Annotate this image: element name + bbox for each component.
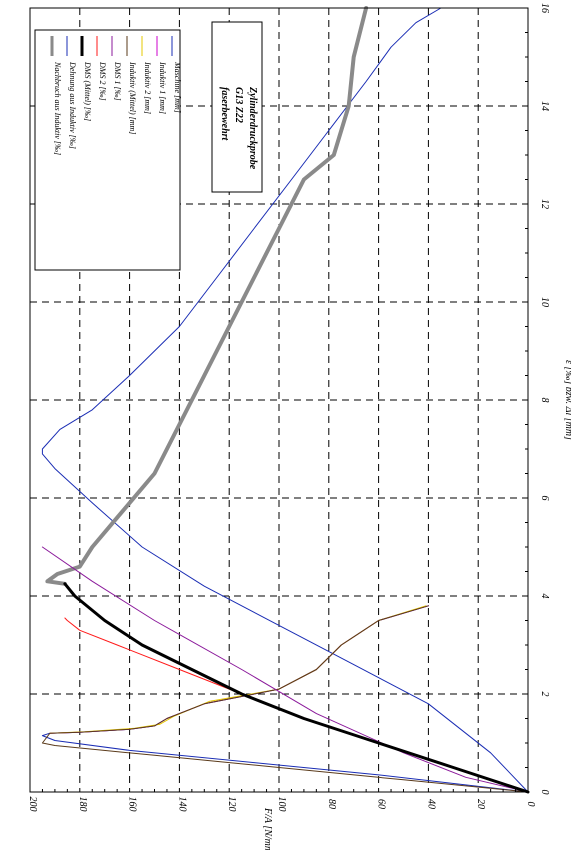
- legend-entry: DMS (Mittel) [‰]: [83, 61, 92, 121]
- grid-layer: [30, 8, 528, 792]
- annotation-frame: [211, 21, 263, 193]
- legend-entry: Maschine [mm]: [173, 61, 182, 113]
- series-line: [63, 582, 530, 794]
- legend-entry: Dehnung aus Induktiv [‰]: [68, 61, 77, 149]
- y-tick-label: 160: [127, 797, 138, 812]
- legend-frame: [34, 29, 181, 271]
- x-tick-label: 12: [539, 199, 550, 209]
- x-tick-label: 4: [539, 594, 550, 599]
- y-tick-label: 80: [326, 799, 337, 809]
- series-line: [41, 7, 529, 793]
- y-tick-label: 100: [276, 797, 287, 812]
- y-tick-label: 200: [27, 797, 38, 812]
- legend-entry: Induktiv 2 [mm]: [143, 61, 152, 114]
- legend-entry: DMS 2 [‰]: [98, 61, 107, 101]
- x-axis-label: ε [‰] bzw. Δl [mm]: [563, 360, 571, 440]
- plot-frame: [29, 7, 529, 793]
- legend-entry: Induktiv (Mittel) [mm]: [128, 61, 137, 134]
- x-tick-label: 8: [539, 398, 550, 403]
- legend: Maschine [mm] Induktiv 1 [mm] Induktiv 2 […: [34, 29, 182, 271]
- series-line: [64, 617, 529, 793]
- y-tick-label: 120: [226, 797, 237, 812]
- x-tick-label: 0: [539, 790, 550, 795]
- x-tick-label: 2: [539, 692, 550, 697]
- series-layer: [41, 6, 530, 794]
- legend-entry: Nachbruch aus Induktiv [‰]: [53, 61, 62, 155]
- y-axis-label: F/A [N/mm²]: [262, 807, 273, 850]
- y-tick-label: 20: [475, 799, 486, 809]
- y-tick-label: 60: [376, 799, 387, 809]
- annotation-line: Zylinderdruckprobe: [247, 86, 258, 170]
- x-tick-label: 6: [539, 496, 550, 501]
- y-tick-label: 40: [425, 799, 436, 809]
- series-line: [41, 605, 529, 793]
- annotation-line: G13 Z22: [233, 87, 244, 123]
- x-tick-label: 14: [539, 101, 550, 111]
- y-tick-label: 0: [525, 802, 536, 807]
- x-tick-label: 16: [539, 3, 550, 13]
- legend-entry: Induktiv 1 [mm]: [158, 61, 167, 114]
- series-line: [41, 605, 529, 793]
- y-tick-label: 140: [176, 797, 187, 812]
- series-line: [49, 605, 427, 734]
- legend-entry: DMS 1 [‰]: [113, 61, 122, 101]
- series-line: [45, 6, 369, 586]
- y-tick-label: 180: [77, 797, 88, 812]
- x-tick-label: 10: [539, 297, 550, 307]
- annotation-line: faserbewehrt: [219, 87, 230, 142]
- series-line: [41, 546, 529, 793]
